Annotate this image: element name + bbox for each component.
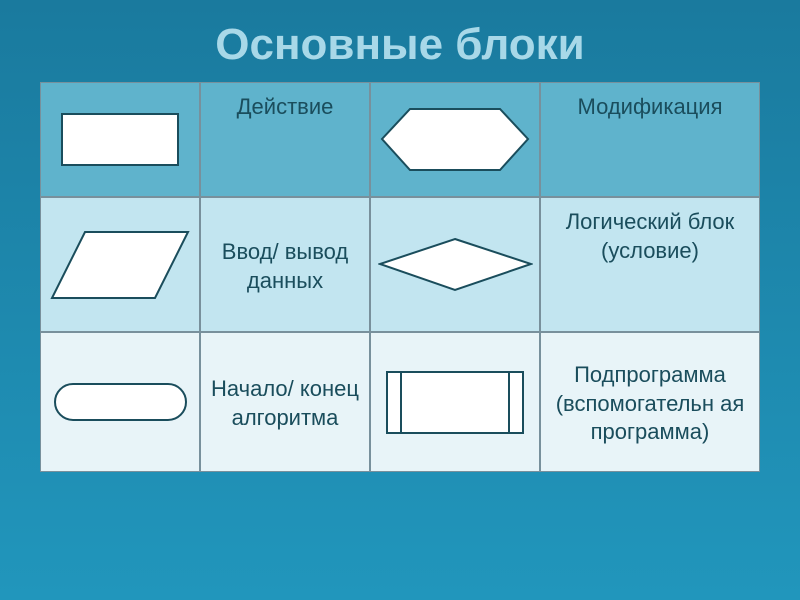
page-title: Основные блоки bbox=[0, 0, 800, 82]
cell-hexagon-label: Модификация bbox=[540, 82, 760, 197]
label-io: Ввод/ вывод данных bbox=[207, 238, 363, 295]
rectangle-icon bbox=[47, 89, 193, 190]
cell-rectangle-shape bbox=[40, 82, 200, 197]
cell-rectangle-label: Действие bbox=[200, 82, 370, 197]
label-condition: Логический блок (условие) bbox=[547, 208, 753, 265]
cell-rhombus-shape bbox=[370, 197, 540, 332]
terminator-icon bbox=[47, 339, 193, 465]
rhombus-icon bbox=[377, 204, 533, 325]
cell-subprogram-shape bbox=[370, 332, 540, 472]
subprogram-icon bbox=[377, 339, 533, 465]
cell-terminator-shape bbox=[40, 332, 200, 472]
hexagon-icon bbox=[377, 89, 533, 190]
cell-terminator-label: Начало/ конец алгоритма bbox=[200, 332, 370, 472]
shapes-table: Действие Модификация Ввод/ вывод данных … bbox=[40, 82, 760, 472]
cell-subprogram-label: Подпрограмма (вспомогательн ая программа… bbox=[540, 332, 760, 472]
parallelogram-icon bbox=[47, 204, 193, 325]
cell-parallelogram-shape bbox=[40, 197, 200, 332]
cell-parallelogram-label: Ввод/ вывод данных bbox=[200, 197, 370, 332]
label-subprogram: Подпрограмма (вспомогательн ая программа… bbox=[547, 361, 753, 447]
label-startend: Начало/ конец алгоритма bbox=[207, 375, 363, 432]
label-modification: Модификация bbox=[578, 93, 723, 122]
cell-rhombus-label: Логический блок (условие) bbox=[540, 197, 760, 332]
label-action: Действие bbox=[237, 93, 334, 122]
cell-hexagon-shape bbox=[370, 82, 540, 197]
